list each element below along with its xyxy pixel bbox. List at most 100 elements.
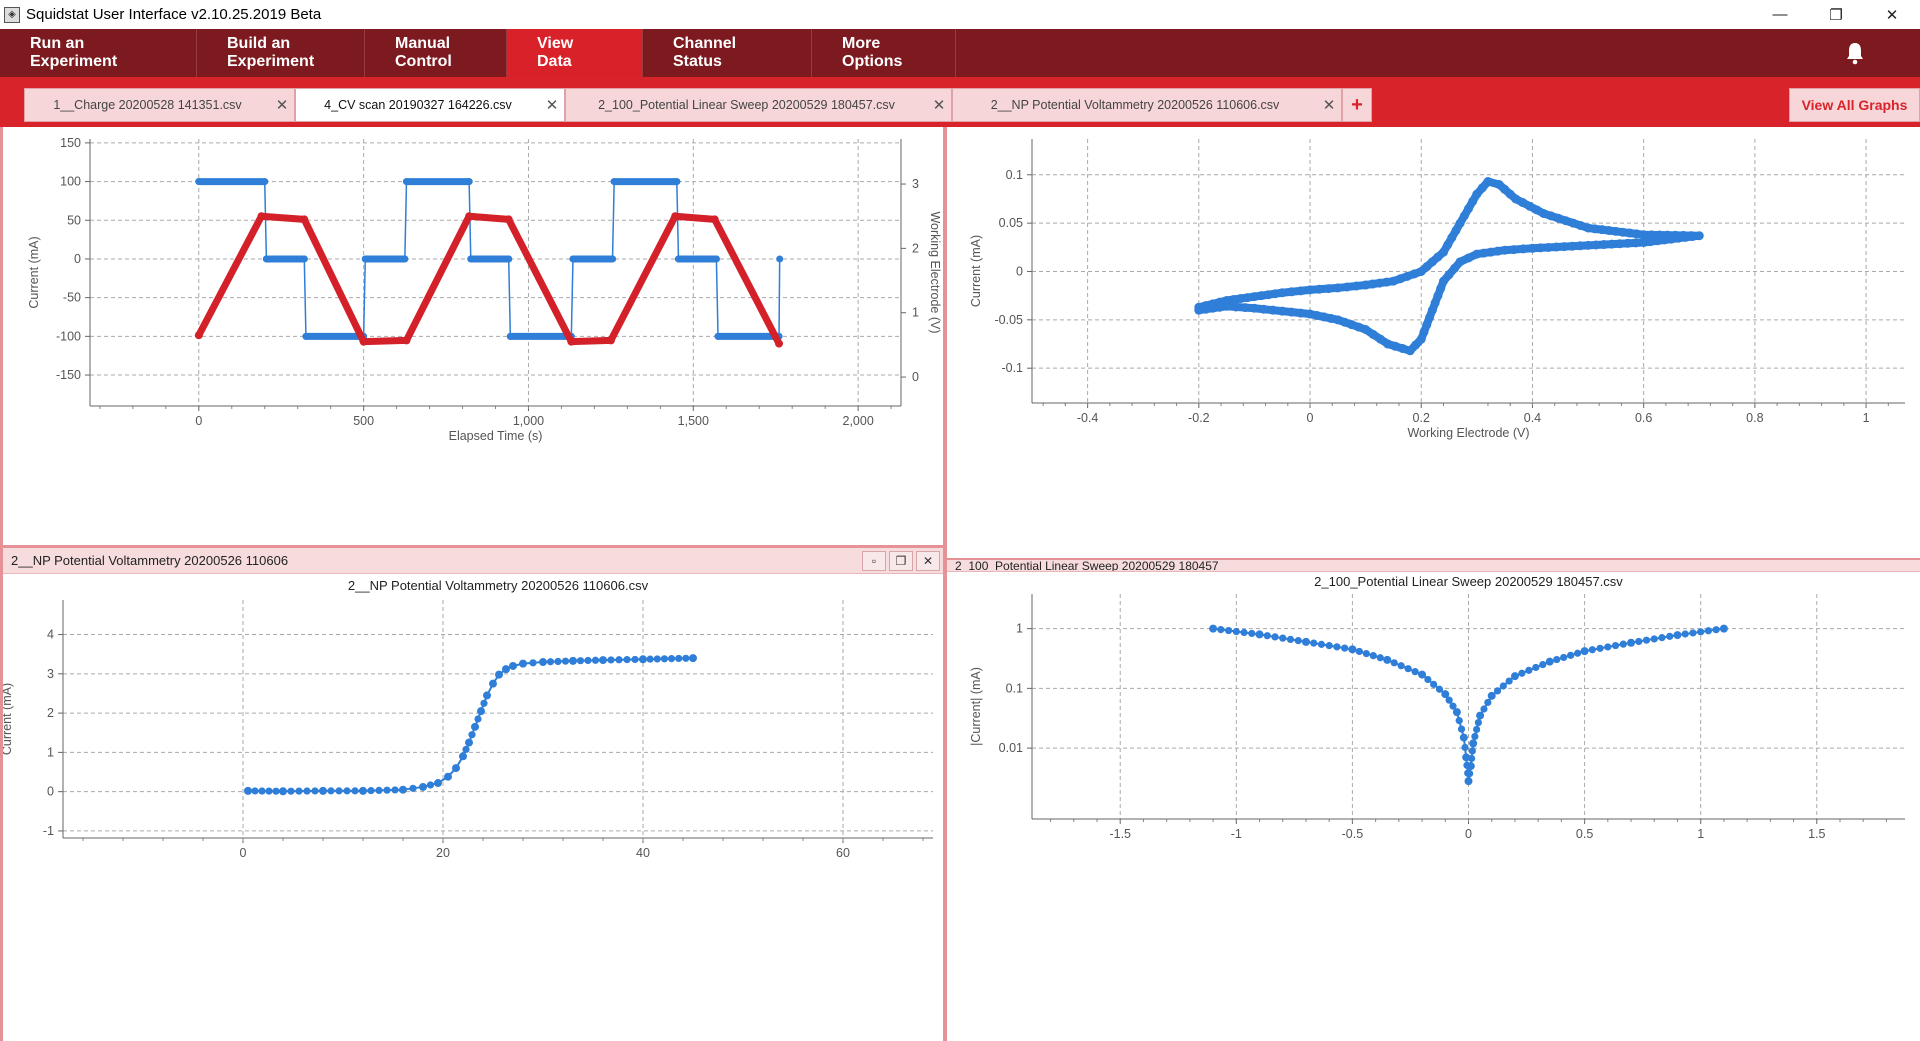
data-point xyxy=(459,752,467,761)
nav-run-experiment[interactable]: Run an Experiment xyxy=(0,29,197,77)
data-point xyxy=(426,781,435,789)
tab-file-2[interactable]: 4_CV scan 20190327 164226.csv ✕ xyxy=(295,88,565,122)
file-tab-bar: 1__Charge 20200528 141351.csv ✕ 4_CV sca… xyxy=(0,77,1920,127)
data-point xyxy=(465,178,473,186)
data-point xyxy=(1376,654,1384,662)
data-point xyxy=(399,785,407,794)
data-point xyxy=(1658,634,1666,642)
data-point xyxy=(1277,288,1287,298)
window-controls: — ❐ ✕ xyxy=(1752,0,1920,29)
data-point xyxy=(1444,270,1454,280)
data-point xyxy=(610,178,618,186)
data-point xyxy=(1471,732,1479,741)
y2-tick-label: 3 xyxy=(912,177,919,191)
y2-tick-label: 1 xyxy=(912,306,919,320)
data-point xyxy=(1286,287,1296,297)
undock-panel-icon[interactable]: ❐ xyxy=(889,550,913,571)
data-point xyxy=(609,255,617,263)
tab-file-1[interactable]: 1__Charge 20200528 141351.csv ✕ xyxy=(24,88,295,122)
view-all-graphs-button[interactable]: View All Graphs xyxy=(1789,88,1920,122)
data-point xyxy=(483,691,491,700)
data-point xyxy=(1242,293,1252,303)
data-point xyxy=(1464,204,1473,214)
y-tick-label: 1 xyxy=(47,745,54,759)
tab-close-icon[interactable]: ✕ xyxy=(932,97,946,114)
nav-more-options[interactable]: More Options xyxy=(812,29,956,77)
close-icon[interactable]: ✕ xyxy=(1885,6,1899,24)
data-point xyxy=(1388,276,1398,286)
panel-divider-right[interactable] xyxy=(947,558,1920,560)
close-panel-icon[interactable]: ✕ xyxy=(916,550,940,571)
data-point xyxy=(714,332,722,340)
data-point xyxy=(1568,218,1578,228)
tab-close-icon[interactable]: ✕ xyxy=(1322,97,1336,114)
data-point xyxy=(1560,653,1568,662)
data-point xyxy=(1319,312,1329,322)
charge-chart[interactable]: 0 500 1,000 1,500 2,000150100500-50-100-1503… xyxy=(3,127,943,545)
data-point xyxy=(1452,708,1461,717)
tab-close-icon[interactable]: ✕ xyxy=(545,97,559,114)
data-point xyxy=(495,670,503,679)
panel-header: 2__NP Potential Voltammetry 20200526 110… xyxy=(3,548,943,574)
nav-build-experiment[interactable]: Build an Experiment xyxy=(197,29,365,77)
tab-file-3[interactable]: 2_100_Potential Linear Sweep 20200529 18… xyxy=(565,88,952,122)
nav-channel-status[interactable]: Channel Status xyxy=(643,29,812,77)
data-point xyxy=(1459,733,1468,742)
data-point xyxy=(311,787,319,795)
data-point xyxy=(1623,238,1633,248)
data-point xyxy=(576,657,585,665)
panel-divider-left[interactable] xyxy=(3,545,943,548)
tab-file-4[interactable]: 2__NP Potential Voltammetry 20200526 110… xyxy=(952,88,1342,122)
data-point xyxy=(1447,233,1457,243)
data-point xyxy=(1673,233,1683,243)
panel-title: 2__NP Potential Voltammetry 20200526 110… xyxy=(11,553,289,568)
data-point xyxy=(776,255,784,263)
nav-view-data[interactable]: View Data xyxy=(507,29,643,77)
data-point xyxy=(258,787,266,795)
chart-title: 2__NP Potential Voltammetry 20200526 110… xyxy=(348,578,649,593)
data-point xyxy=(1619,640,1627,648)
data-point xyxy=(1553,213,1563,223)
data-point xyxy=(1325,642,1333,650)
data-point xyxy=(300,255,308,263)
data-point xyxy=(1467,754,1476,763)
minimize-icon[interactable]: — xyxy=(1772,6,1788,23)
data-point xyxy=(1208,303,1218,313)
data-point xyxy=(1574,649,1582,657)
data-point xyxy=(1694,231,1704,241)
panel-divider-vertical[interactable] xyxy=(943,127,947,1041)
restore-panel-icon[interactable]: ▫ xyxy=(862,550,886,571)
data-point xyxy=(1286,635,1295,643)
x-tick-label: 0 xyxy=(240,846,247,860)
x-tick-label: 1 xyxy=(1697,827,1704,841)
x-tick-label: -1 xyxy=(1231,827,1242,841)
data-point xyxy=(1618,227,1628,237)
y2-tick-label: 2 xyxy=(912,241,919,255)
linear-sweep-chart[interactable]: 2_100_Potential Linear Sweep 20200529 18… xyxy=(947,572,1920,1041)
data-point xyxy=(468,731,476,739)
cv-scan-chart[interactable]: -0.4 -0.2 0 0.2 0.4 0.6 0.8 1 0.1 0.05 0 -0.05 -0.1 W… xyxy=(947,127,1920,558)
graph-panel-np-voltammetry: 2__NP Potential Voltammetry 20200526 110… xyxy=(3,548,943,1041)
data-point xyxy=(1472,189,1482,199)
data-point xyxy=(505,255,513,263)
data-point xyxy=(1231,302,1241,312)
restore-icon[interactable]: ❐ xyxy=(1829,6,1843,24)
data-point xyxy=(519,659,527,668)
data-point xyxy=(1342,282,1352,292)
data-point xyxy=(1209,624,1218,633)
bell-icon[interactable] xyxy=(1844,41,1866,65)
data-point xyxy=(599,656,607,665)
data-point xyxy=(1348,645,1357,654)
data-point xyxy=(606,336,615,345)
data-point xyxy=(1333,283,1343,293)
data-point xyxy=(660,655,669,663)
nav-manual-control[interactable]: Manual Control xyxy=(365,29,507,77)
np-voltammetry-chart[interactable]: 2__NP Potential Voltammetry 20200526 110… xyxy=(3,574,943,1041)
data-point xyxy=(1263,632,1271,640)
data-point xyxy=(319,786,327,795)
add-tab-icon[interactable]: + xyxy=(1342,88,1372,122)
data-point xyxy=(1476,711,1485,720)
tab-close-icon[interactable]: ✕ xyxy=(275,97,289,114)
data-point xyxy=(265,787,273,795)
data-point xyxy=(569,255,577,263)
